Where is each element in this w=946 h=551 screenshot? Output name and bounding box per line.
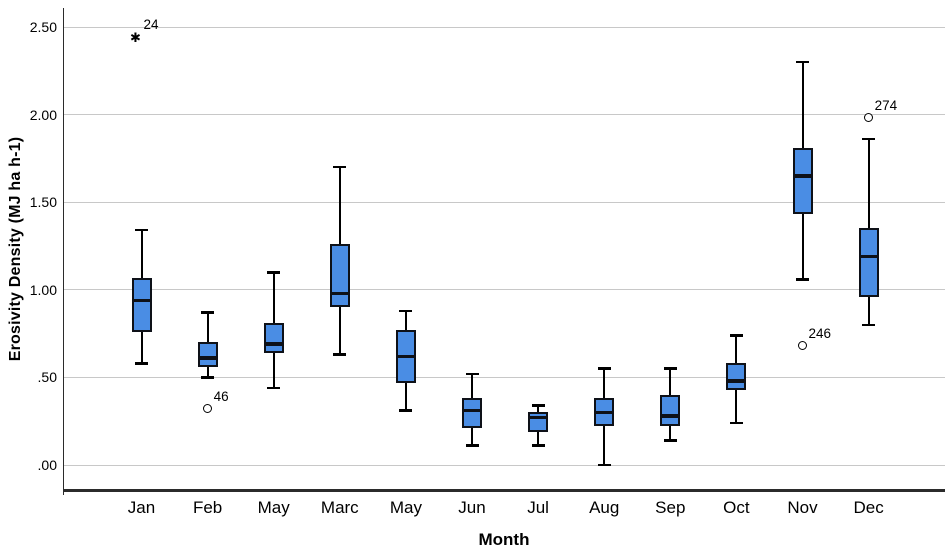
whisker-cap-high-1-feb (201, 311, 215, 314)
outlier-circle-marker-11-dec (863, 113, 873, 123)
y-gridline (63, 114, 945, 116)
y-gridline (63, 26, 945, 28)
outlier-circle-marker-10-nov (797, 340, 807, 350)
median-4-may (395, 354, 416, 359)
whisker-cap-high-11-dec (862, 137, 876, 141)
box-5-jun (462, 398, 482, 429)
x-category-label-2-may: May (257, 498, 290, 517)
outlier-circle-marker-1-feb (202, 403, 212, 413)
whisker-cap-high-2-may (267, 271, 281, 274)
y-gridline (63, 289, 945, 291)
whisker-cap-high-4-may (399, 309, 413, 313)
whisker-cap-low-10-nov (796, 278, 809, 281)
x-category-label-7-aug: Aug (589, 498, 620, 517)
x-axis-title: Month (478, 530, 530, 549)
y-tick-label: .50 (37, 369, 57, 386)
y-gridline (63, 464, 945, 466)
whisker-cap-low-0-jan (135, 362, 148, 365)
median-9-oct (726, 379, 747, 383)
y-gridline (63, 376, 945, 378)
box-8-sep (660, 394, 681, 427)
outlier-star-marker-0-jan: ✱ (130, 30, 141, 45)
whisker-cap-low-3-marc (333, 353, 347, 356)
whisker-cap-high-8-sep (663, 367, 677, 370)
x-category-label-0-jan: Jan (127, 498, 156, 517)
box-11-dec (858, 228, 879, 297)
x-category-label-1-feb: Feb (192, 498, 223, 517)
outlier-label-1-feb: 46 (213, 388, 229, 404)
box-3-marc (329, 244, 350, 308)
x-category-label-3-marc: Marc (320, 498, 359, 517)
median-10-nov (792, 174, 813, 178)
whisker-cap-low-2-may (267, 386, 281, 390)
outlier-label-0-jan: 24 (143, 16, 159, 32)
outlier-label-11-dec: 274 (874, 98, 898, 114)
whisker-cap-low-5-jun (465, 444, 479, 447)
median-2-may (263, 342, 284, 346)
whisker-cap-high-0-jan (135, 228, 148, 232)
median-7-aug (594, 410, 615, 415)
median-3-marc (329, 291, 350, 296)
whisker-cap-high-7-aug (597, 367, 611, 370)
y-axis-line (62, 8, 64, 495)
box-0-jan (131, 277, 152, 332)
box-9-oct (726, 363, 747, 390)
whisker-cap-low-7-aug (597, 463, 611, 467)
median-1-feb (197, 356, 218, 360)
y-tick-label: .00 (37, 457, 57, 473)
x-category-label-9-oct: Oct (723, 498, 750, 517)
whisker-cap-low-8-sep (663, 439, 677, 442)
whisker-cap-low-1-feb (201, 376, 215, 379)
median-11-dec (858, 254, 879, 259)
x-category-label-4-may: May (389, 498, 422, 517)
outlier-label-10-nov: 246 (808, 325, 832, 341)
box-10-nov (792, 147, 813, 215)
median-6-jul (528, 415, 549, 420)
median-8-sep (660, 414, 681, 418)
x-axis-line (63, 489, 945, 492)
box-2-may (263, 323, 284, 353)
whisker-cap-high-5-jun (465, 372, 479, 376)
whisker-cap-low-9-oct (729, 421, 743, 425)
whisker-cap-high-6-jul (531, 404, 545, 407)
whisker-cap-high-9-oct (729, 334, 743, 337)
whisker-cap-low-6-jul (531, 444, 545, 447)
x-category-label-10-nov: Nov (787, 498, 818, 517)
x-category-label-5-jun: Jun (458, 498, 486, 517)
y-tick-label: 1.00 (29, 281, 57, 298)
whisker-cap-low-11-dec (862, 323, 876, 327)
box-1-feb (197, 342, 218, 367)
x-category-label-6-jul: Jul (527, 498, 549, 517)
x-category-label-11-dec: Dec (853, 498, 884, 517)
whisker-cap-high-10-nov (796, 60, 809, 64)
y-tick-label: 2.00 (29, 106, 57, 123)
median-0-jan (131, 298, 152, 303)
whisker-cap-high-3-marc (333, 165, 347, 169)
y-tick-label: 2.50 (29, 19, 57, 35)
median-5-jun (462, 408, 482, 413)
y-tick-label: 1.50 (29, 194, 57, 211)
y-gridline (63, 201, 945, 203)
x-category-label-8-sep: Sep (655, 498, 686, 517)
whisker-cap-low-4-may (399, 409, 413, 412)
